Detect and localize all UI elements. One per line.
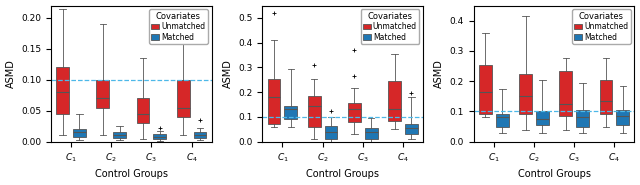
X-axis label: Control Groups: Control Groups <box>306 169 380 179</box>
PathPatch shape <box>388 81 401 121</box>
PathPatch shape <box>136 98 149 123</box>
PathPatch shape <box>365 128 378 139</box>
PathPatch shape <box>348 103 361 122</box>
PathPatch shape <box>284 106 298 119</box>
PathPatch shape <box>559 71 572 116</box>
PathPatch shape <box>56 67 69 114</box>
Text: (c) Vermont: (c) Vermont <box>497 184 559 185</box>
X-axis label: Control Groups: Control Groups <box>518 169 591 179</box>
Legend: Unmatched, Matched: Unmatched, Matched <box>149 9 208 44</box>
PathPatch shape <box>616 110 629 125</box>
PathPatch shape <box>576 110 589 127</box>
Y-axis label: ASMD: ASMD <box>434 59 444 88</box>
Y-axis label: ASMD: ASMD <box>223 59 233 88</box>
PathPatch shape <box>324 126 337 139</box>
X-axis label: Control Groups: Control Groups <box>95 169 168 179</box>
PathPatch shape <box>600 80 612 115</box>
PathPatch shape <box>73 129 86 137</box>
PathPatch shape <box>268 79 280 124</box>
PathPatch shape <box>405 124 418 134</box>
PathPatch shape <box>496 115 509 127</box>
PathPatch shape <box>536 111 549 125</box>
PathPatch shape <box>479 65 492 115</box>
PathPatch shape <box>97 80 109 108</box>
Text: (a) California: (a) California <box>78 184 146 185</box>
PathPatch shape <box>154 134 166 139</box>
PathPatch shape <box>519 74 532 115</box>
Text: (b) Massachusetts: (b) Massachusetts <box>273 184 367 185</box>
PathPatch shape <box>308 96 321 127</box>
PathPatch shape <box>193 132 206 138</box>
Y-axis label: ASMD: ASMD <box>6 59 15 88</box>
PathPatch shape <box>113 132 126 138</box>
PathPatch shape <box>177 80 189 117</box>
Legend: Unmatched, Matched: Unmatched, Matched <box>572 9 630 44</box>
Legend: Unmatched, Matched: Unmatched, Matched <box>360 9 419 44</box>
